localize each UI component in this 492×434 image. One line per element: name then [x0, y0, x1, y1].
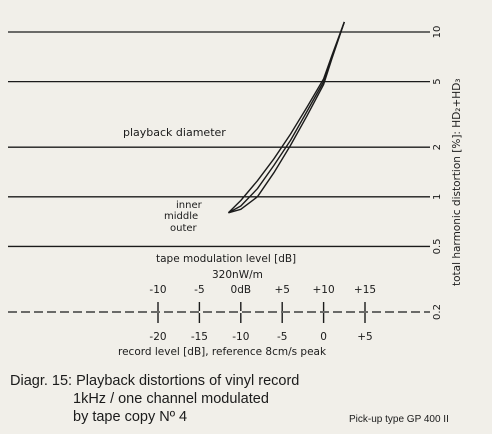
grid-lines	[8, 31, 430, 313]
caption-line-1: Diagr. 15: Playback distortions of vinyl…	[10, 372, 299, 390]
figure-caption: Diagr. 15: Playback distortions of vinyl…	[10, 372, 299, 426]
record-tick-label: 0	[320, 331, 327, 343]
tape-axis-label: tape modulation level [dB]	[156, 253, 296, 265]
annotation-playback-diameter: playback diameter	[123, 126, 226, 139]
caption-line-2: 1kHz / one channel modulated	[73, 391, 269, 407]
series-label-outer: outer	[170, 223, 198, 234]
record-tick-label: +5	[357, 331, 372, 343]
series-label-inner: inner	[176, 200, 203, 211]
tape-tick-label: +5	[274, 284, 289, 296]
y-tick-label: 2	[432, 144, 443, 150]
caption-title: Playback distortions of vinyl record	[76, 373, 300, 389]
y-tick-labels: 10 5 2 1 0.5 0.2	[432, 26, 443, 320]
y-tick-label: 0.2	[432, 304, 443, 320]
y-axis-label: total harmonic distortion [%]: HD₂+HD₃	[451, 79, 463, 287]
y-tick-label: 1	[432, 194, 443, 200]
pickup-note: Pick-up type GP 400 II	[349, 414, 449, 425]
series-line-middle	[228, 21, 345, 214]
x-axes: -10 -5 0dB +5 +10 +15 -20 -15 -10 -5 0 +5	[149, 284, 376, 343]
tape-tick-label: +15	[354, 284, 376, 296]
record-tick-label: -10	[232, 331, 249, 343]
tape-axis-reference: 320nW/m	[212, 269, 263, 281]
record-axis-label: record level [dB], reference 8cm/s peak	[118, 346, 327, 358]
series-line-inner	[227, 21, 345, 214]
y-tick-label: 5	[432, 78, 443, 84]
record-tick-label: -20	[149, 331, 166, 343]
record-tick-label: -15	[191, 331, 208, 343]
tape-tick-label: 0dB	[231, 284, 252, 296]
caption-label: Diagr. 15:	[10, 373, 73, 389]
tape-tick-label: -10	[149, 284, 166, 296]
distortion-curves	[227, 21, 345, 214]
tape-tick-label: +10	[313, 284, 335, 296]
series-label-middle: middle	[164, 211, 198, 222]
caption-line-3: by tape copy Nº 4	[73, 409, 188, 425]
record-tick-label: -5	[277, 331, 287, 343]
series-line-outer	[228, 21, 345, 214]
y-tick-label: 10	[432, 26, 443, 39]
tape-tick-label: -5	[194, 284, 204, 296]
y-tick-label: 0.5	[432, 238, 443, 254]
